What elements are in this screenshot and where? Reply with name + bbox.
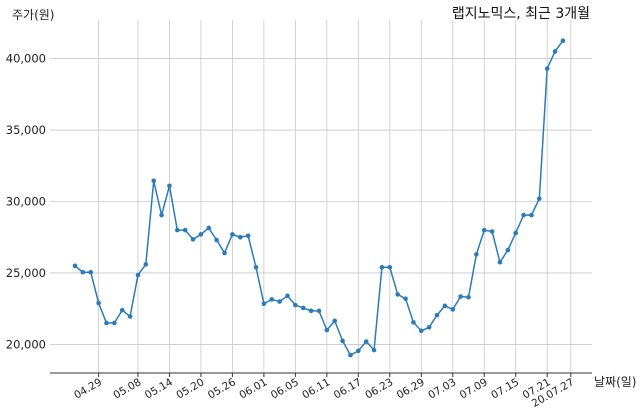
data-point <box>230 232 235 237</box>
data-point <box>450 307 456 312</box>
x-tick-labels: 04.29 05.08 05.14 05.20 05.26 06.01 06.05 06.11… <box>72 376 576 410</box>
data-point <box>245 233 251 239</box>
chart-title: 랩지노믹스, 최근 3개월 <box>452 6 590 22</box>
data-point <box>544 66 550 71</box>
data-point <box>167 183 172 189</box>
data-point <box>112 320 117 326</box>
data-point <box>521 212 526 218</box>
data-point <box>442 303 448 309</box>
series-points <box>72 38 566 358</box>
data-point <box>560 38 566 44</box>
data-point <box>497 259 503 265</box>
y-tick-labels: 20,000 25,000 30,000 35,000 40,000 <box>6 52 46 352</box>
data-point <box>135 272 141 278</box>
data-point <box>175 227 180 233</box>
data-point <box>332 318 338 324</box>
x-tick-label: 05.26 <box>206 376 238 402</box>
data-point <box>127 314 133 319</box>
x-tick-label: 07.03 <box>426 376 458 401</box>
data-point <box>466 294 471 300</box>
data-point <box>308 308 314 314</box>
x-tick-label: 07.09 <box>458 376 490 401</box>
x-tick-label: 05.08 <box>111 376 143 401</box>
data-point <box>411 319 416 325</box>
data-point <box>395 292 400 297</box>
data-point <box>316 308 322 314</box>
data-point <box>348 352 353 358</box>
data-point <box>253 264 259 270</box>
data-point <box>418 328 424 334</box>
data-point <box>403 296 408 301</box>
x-tick-label: 06.29 <box>395 376 427 401</box>
data-point <box>340 338 345 344</box>
data-point <box>505 247 511 253</box>
x-axis-label: 날짜(일) <box>594 375 636 389</box>
data-point <box>159 212 164 218</box>
data-point <box>198 232 204 237</box>
data-point <box>481 227 487 233</box>
data-point <box>529 212 534 218</box>
data-point <box>96 300 101 306</box>
data-point <box>72 263 78 269</box>
data-point <box>237 234 243 240</box>
data-point <box>458 294 463 299</box>
data-point <box>214 237 219 243</box>
x-tick-label: 05.14 <box>143 376 175 402</box>
x-tick-label: 04.29 <box>72 376 104 401</box>
data-point <box>80 269 86 275</box>
data-point <box>426 324 432 330</box>
data-point <box>277 299 282 304</box>
data-point <box>371 347 377 353</box>
x-tick-label: 07.15 <box>489 376 521 401</box>
x-tick-label: 06.23 <box>363 376 395 401</box>
data-point <box>513 230 519 236</box>
data-point <box>143 262 149 267</box>
data-point <box>387 264 393 270</box>
data-point <box>300 305 306 311</box>
data-point <box>379 264 385 270</box>
x-tick-label: 06.05 <box>269 376 301 401</box>
y-tick-label: 35,000 <box>6 123 46 137</box>
data-point <box>88 269 94 275</box>
data-point <box>206 225 212 231</box>
data-point <box>474 252 479 257</box>
data-point <box>489 229 495 234</box>
data-point <box>104 320 109 326</box>
data-point <box>537 196 542 201</box>
data-point <box>151 178 156 184</box>
data-point <box>285 293 290 299</box>
y-tick-label: 40,000 <box>6 52 46 66</box>
x-tick-label: 05.20 <box>174 376 206 401</box>
y-tick-label: 30,000 <box>6 195 46 209</box>
data-point <box>363 339 369 344</box>
series-line <box>74 40 564 357</box>
y-tick-label: 25,000 <box>6 266 46 280</box>
x-tick-label: 06.17 <box>332 376 364 401</box>
data-point <box>269 297 275 302</box>
data-point <box>293 302 298 308</box>
data-point <box>324 327 330 333</box>
x-tick-label: 06.11 <box>300 376 332 401</box>
data-point <box>119 307 125 313</box>
y-axis-label: 주가(원) <box>12 8 54 22</box>
data-point <box>182 227 188 233</box>
data-point <box>261 301 267 306</box>
y-tick-label: 20,000 <box>6 337 46 351</box>
x-tick-label: 06.01 <box>237 376 269 401</box>
data-point <box>434 312 440 318</box>
data-point <box>356 348 361 354</box>
data-point <box>222 250 227 256</box>
y-gridlines <box>50 58 592 345</box>
data-point <box>552 49 558 54</box>
x-gridlines <box>98 20 572 377</box>
data-point <box>190 237 196 242</box>
